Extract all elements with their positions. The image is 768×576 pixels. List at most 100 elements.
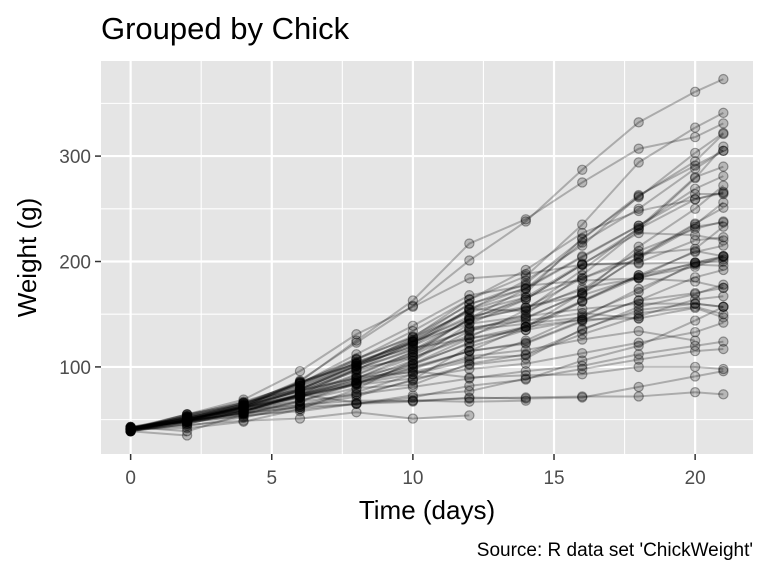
data-point: [238, 400, 249, 412]
data-point: [294, 378, 306, 389]
series-line: [130, 255, 724, 431]
data-point: [718, 127, 729, 139]
data-point: [181, 414, 193, 425]
series-line: [130, 193, 724, 431]
data-point: [351, 383, 362, 395]
data-point: [125, 424, 136, 436]
data-point: [294, 390, 306, 401]
data-point: [407, 381, 419, 393]
data-point: [125, 422, 136, 434]
series-line: [130, 399, 526, 431]
data-point: [125, 423, 136, 435]
data-point: [689, 361, 701, 373]
data-point: [238, 401, 249, 413]
x-tick-label: 0: [125, 468, 136, 489]
data-point: [407, 395, 419, 406]
data-point: [520, 275, 531, 286]
data-point: [689, 272, 701, 283]
data-point: [181, 413, 193, 424]
data-point: [464, 325, 475, 337]
data-point: [464, 338, 475, 349]
data-point: [577, 258, 588, 269]
data-point: [633, 295, 644, 306]
data-point: [718, 188, 729, 200]
data-point: [718, 118, 729, 129]
data-point: [689, 335, 701, 346]
data-point: [577, 329, 588, 340]
data-point: [238, 406, 249, 417]
data-point: [294, 390, 306, 401]
data-point: [181, 411, 193, 422]
data-point: [181, 415, 193, 426]
data-point: [294, 392, 306, 403]
data-point: [351, 360, 362, 372]
series-line: [130, 286, 724, 428]
data-point: [689, 131, 701, 143]
data-point: [407, 336, 419, 347]
data-point: [125, 422, 136, 434]
data-point: [689, 221, 701, 232]
data-point: [464, 345, 475, 357]
data-point: [294, 380, 306, 392]
data-point: [689, 163, 701, 174]
data-point: [718, 260, 729, 271]
data-point: [181, 414, 193, 425]
data-point: [577, 177, 588, 188]
data-point: [520, 278, 531, 289]
data-point: [351, 370, 362, 381]
data-point: [351, 356, 362, 367]
data-point: [351, 349, 362, 360]
series-line: [130, 149, 724, 431]
data-point: [407, 361, 419, 373]
data-point: [718, 73, 729, 85]
data-point: [351, 337, 362, 348]
data-point: [633, 157, 644, 168]
data-point: [718, 221, 729, 232]
series-line: [130, 330, 696, 430]
data-point: [125, 426, 136, 437]
data-point: [351, 398, 362, 410]
data-point: [181, 413, 193, 424]
data-point: [181, 415, 193, 426]
data-point: [633, 258, 644, 269]
data-point: [181, 413, 193, 424]
data-point: [689, 229, 701, 241]
data-point: [520, 309, 531, 320]
data-point: [520, 344, 531, 356]
data-point: [181, 415, 193, 426]
data-point: [464, 330, 475, 341]
data-point: [464, 294, 475, 305]
data-point: [294, 382, 306, 394]
y-axis-title: Weight (g): [12, 198, 42, 317]
x-tick-label: 10: [402, 468, 423, 489]
data-point: [351, 379, 362, 391]
data-point: [689, 326, 701, 338]
data-point: [238, 402, 249, 414]
data-point: [238, 402, 249, 414]
data-point: [520, 374, 531, 385]
data-point: [181, 414, 193, 425]
data-point: [181, 413, 193, 424]
data-point: [577, 392, 588, 403]
data-point: [407, 346, 419, 358]
data-point: [407, 325, 419, 337]
data-point: [520, 337, 531, 348]
data-point: [520, 292, 531, 303]
data-point: [689, 371, 701, 382]
data-point: [125, 423, 136, 435]
data-point: [718, 107, 729, 119]
data-point: [294, 387, 306, 398]
data-point: [294, 383, 306, 395]
data-point: [577, 307, 588, 319]
data-point: [125, 423, 136, 435]
data-point: [718, 161, 729, 172]
data-point: [294, 377, 306, 388]
data-point: [577, 323, 588, 335]
data-point: [718, 235, 729, 246]
data-point: [520, 350, 531, 361]
data-point: [718, 282, 729, 294]
data-point: [351, 359, 362, 371]
data-point: [520, 353, 531, 364]
series-line: [130, 283, 724, 431]
data-point: [718, 128, 729, 140]
